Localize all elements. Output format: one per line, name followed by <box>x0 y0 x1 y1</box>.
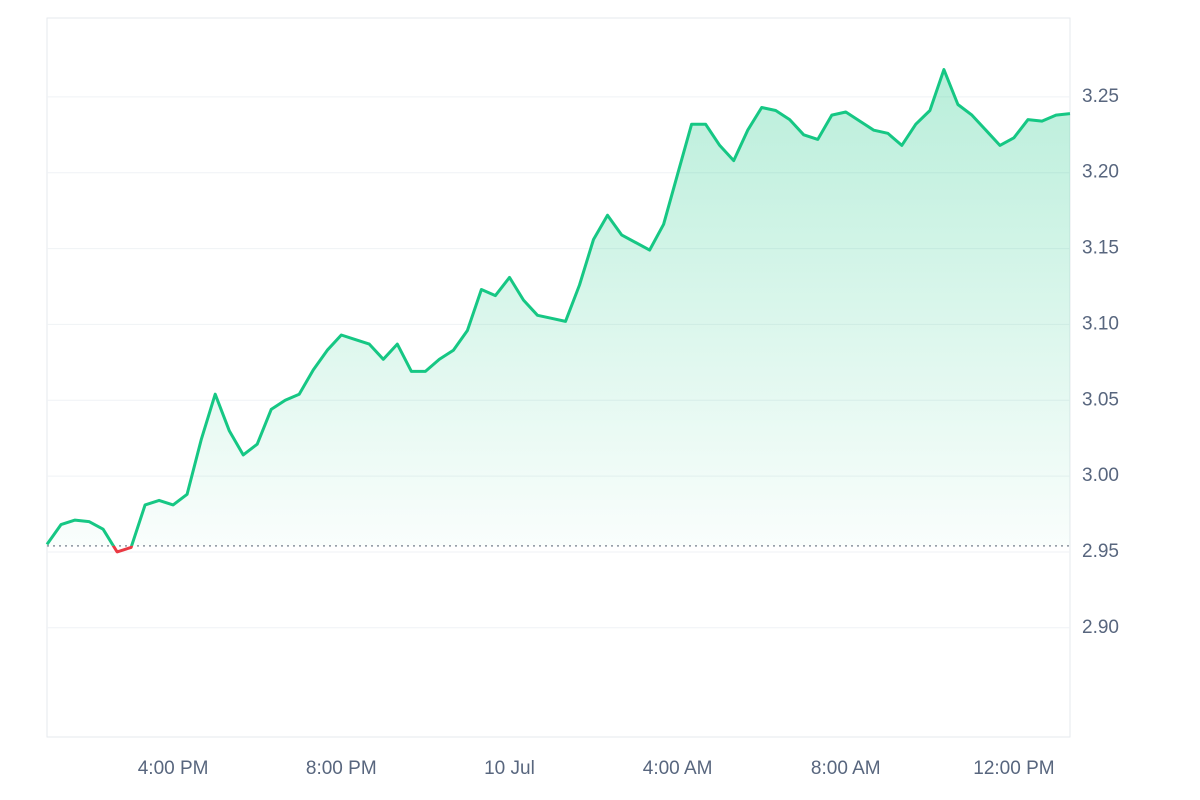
y-tick-label: 3.10 <box>1082 313 1119 334</box>
y-tick-label: 2.95 <box>1082 541 1119 562</box>
x-tick-label: 8:00 AM <box>811 758 881 779</box>
y-tick-label: 2.90 <box>1082 617 1119 638</box>
price-area <box>47 69 1070 546</box>
x-tick-label: 12:00 PM <box>973 758 1054 779</box>
y-tick-label: 3.00 <box>1082 465 1119 486</box>
y-tick-label: 3.15 <box>1082 238 1119 259</box>
y-tick-label: 3.25 <box>1082 86 1119 107</box>
x-tick-label: 8:00 PM <box>306 758 377 779</box>
x-tick-label: 4:00 PM <box>138 758 209 779</box>
y-tick-label: 3.05 <box>1082 389 1119 410</box>
x-tick-label: 10 Jul <box>484 758 535 779</box>
price-line <box>45 68 1071 546</box>
y-tick-label: 3.20 <box>1082 162 1119 183</box>
x-tick-label: 4:00 AM <box>643 758 713 779</box>
